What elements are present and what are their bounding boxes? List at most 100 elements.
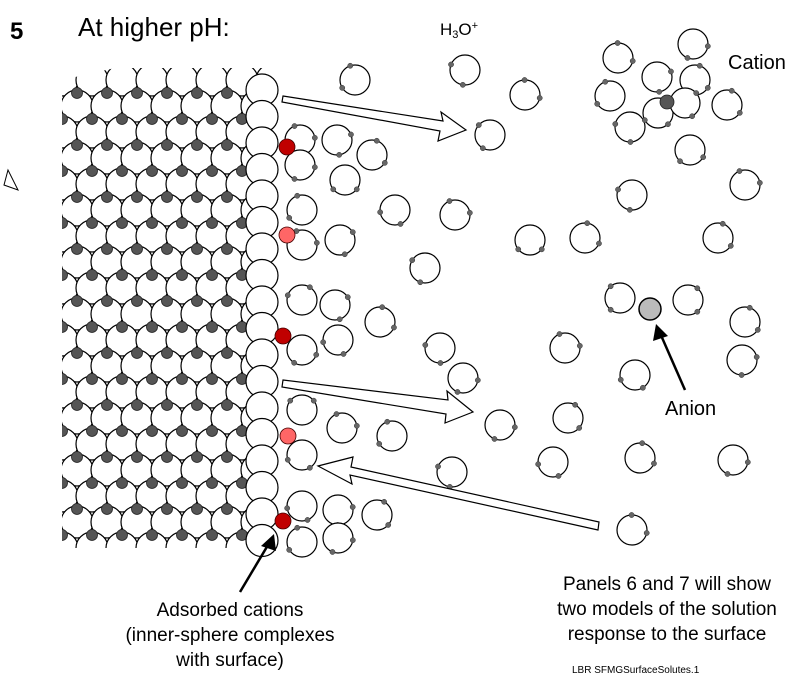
- water-oxygen: [424, 332, 456, 364]
- water-oxygen: [729, 169, 761, 201]
- arrows: [3, 95, 687, 593]
- mineral-surface-lattice: [62, 68, 293, 593]
- water-hydrogen: [373, 137, 380, 144]
- water-molecule: [569, 220, 602, 254]
- water-hydrogen: [602, 78, 609, 85]
- lattice-cation: [101, 503, 113, 515]
- oxygen-atom: [181, 558, 213, 590]
- lattice-cation: [191, 503, 203, 515]
- lattice-cation: [101, 295, 113, 307]
- panel-title: At higher pH:: [78, 12, 230, 42]
- lattice-cation: [116, 321, 128, 333]
- water-molecule: [535, 446, 569, 479]
- lattice-cation: [71, 399, 83, 411]
- adsorbed-cation: [274, 327, 292, 345]
- water-oxygen: [321, 124, 353, 156]
- hydronium-h: H: [440, 20, 453, 39]
- water-oxygen: [702, 222, 734, 254]
- lattice-cation: [116, 529, 128, 541]
- water-hydrogen: [336, 151, 343, 158]
- water-hydrogen: [640, 384, 646, 391]
- water-oxygen: [286, 526, 318, 558]
- lattice-cation: [146, 529, 158, 541]
- lattice-cation: [282, 556, 293, 567]
- water-molecule: [326, 411, 360, 444]
- water-hydrogen: [422, 342, 429, 348]
- lattice-cation: [86, 113, 98, 125]
- lattice-cation: [176, 113, 188, 125]
- water-oxygen: [616, 514, 648, 546]
- lattice-cation: [71, 503, 83, 515]
- water-hydrogen: [284, 292, 291, 299]
- lattice-cation: [101, 191, 113, 203]
- lattice-cation: [146, 217, 158, 229]
- water-oxygen: [616, 179, 648, 211]
- lattice-cation: [102, 556, 113, 567]
- lattice-cation: [176, 217, 188, 229]
- lattice-cation: [62, 425, 68, 437]
- water-hydrogen: [284, 505, 291, 512]
- adsorbed-cation: [278, 138, 296, 156]
- lattice-cation: [146, 113, 158, 125]
- water-molecule: [286, 192, 318, 226]
- water-hydrogen: [643, 530, 650, 536]
- water-oxygen: [514, 224, 546, 256]
- lattice-cation: [62, 217, 68, 229]
- lattice-cation: [162, 556, 173, 567]
- lattice-cation: [221, 503, 233, 515]
- lattice-cation: [116, 269, 128, 281]
- water-hydrogen: [612, 121, 619, 127]
- lattice-cation: [146, 321, 158, 333]
- water-oxygen: [319, 289, 351, 321]
- lattice-cation: [131, 243, 143, 255]
- lattice-cation: [71, 295, 83, 307]
- water-molecule: [321, 124, 354, 158]
- lattice-cation: [116, 217, 128, 229]
- water-molecule: [552, 401, 584, 434]
- water-hydrogen: [693, 90, 700, 96]
- adsorbed-pointer-head: [261, 534, 276, 551]
- lattice-cation: [176, 269, 188, 281]
- water-hydrogen: [340, 351, 347, 357]
- water-hydrogen: [381, 498, 387, 505]
- lattice-cation: [86, 425, 98, 437]
- water-molecule: [726, 344, 760, 378]
- water-hydrogen: [738, 372, 745, 378]
- ion-exchange-arrow-upper: [281, 95, 468, 142]
- water-oxygen: [322, 324, 354, 356]
- lattice-cation: [71, 87, 83, 99]
- water-hydrogen: [668, 68, 674, 75]
- water-molecule: [422, 332, 456, 366]
- water-oxygen: [549, 332, 581, 364]
- water-oxygen: [677, 28, 709, 60]
- water-hydrogen: [339, 85, 346, 91]
- panel-number: 5: [10, 18, 24, 45]
- water-molecule: [672, 284, 704, 316]
- water-molecule: [679, 62, 711, 96]
- lattice-cation: [146, 373, 158, 385]
- water-molecule: [624, 440, 657, 474]
- water-hydrogen: [291, 359, 297, 366]
- water-hydrogen: [746, 304, 753, 311]
- water-hydrogen: [307, 284, 313, 291]
- water-molecule: [514, 224, 546, 256]
- lattice-cation: [147, 582, 158, 593]
- water-hydrogen: [700, 154, 707, 160]
- water-molecule: [448, 54, 481, 88]
- water-molecule: [474, 119, 506, 152]
- water-hydrogen: [535, 461, 542, 468]
- water-hydrogen: [466, 209, 473, 216]
- lattice-cation: [116, 113, 128, 125]
- lattice-cation: [206, 269, 218, 281]
- lattice-cation: [131, 503, 143, 515]
- lattice-cation: [62, 269, 68, 281]
- lattice-cation: [221, 139, 233, 151]
- water-hydrogen: [684, 55, 691, 61]
- lattice-cation: [71, 347, 83, 359]
- lattice-cation: [131, 399, 143, 411]
- water-hydrogen: [329, 549, 336, 555]
- lattice-cation: [191, 87, 203, 99]
- water-molecule: [284, 439, 318, 471]
- water-hydrogen: [628, 512, 635, 518]
- lattice-cation: [191, 243, 203, 255]
